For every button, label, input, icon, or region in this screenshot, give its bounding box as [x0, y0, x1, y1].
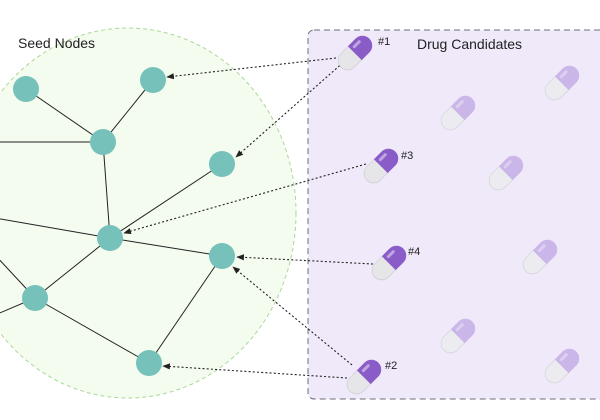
- targeting-arrows: [123, 57, 374, 379]
- capsule-icon: [488, 155, 524, 191]
- network-edges: [0, 79, 223, 364]
- targeting-arrow: [236, 254, 374, 265]
- network-nodes: [13, 67, 235, 376]
- seed-node: [97, 225, 123, 251]
- capsule-icon: [544, 65, 580, 101]
- seed-node: [209, 151, 235, 177]
- capsule-icon: [337, 35, 373, 71]
- network-edge: [0, 218, 111, 239]
- capsule-icon: [346, 359, 382, 395]
- seed-node: [22, 285, 48, 311]
- network-edge: [109, 237, 223, 257]
- seed-node: [90, 129, 116, 155]
- targeting-arrow: [232, 266, 353, 366]
- seed-node: [13, 76, 39, 102]
- capsule-icon: [363, 148, 399, 184]
- capsule-icon: [522, 239, 558, 275]
- targeting-arrow: [162, 363, 348, 379]
- network-edge: [109, 163, 223, 239]
- network-edge: [34, 237, 111, 299]
- candidate-pills: [337, 35, 580, 395]
- seed-node: [136, 350, 162, 376]
- targeting-arrow: [235, 59, 347, 158]
- seed-node: [140, 67, 166, 93]
- network-edge: [25, 88, 104, 143]
- seed-node: [209, 243, 235, 269]
- capsule-icon: [440, 318, 476, 354]
- network-edge: [34, 297, 150, 364]
- network-edge: [102, 141, 111, 239]
- targeting-arrow: [166, 57, 337, 80]
- candidate-panel: [307, 29, 600, 400]
- network-edge: [102, 79, 154, 143]
- capsule-icon: [544, 348, 580, 384]
- network-edge: [148, 255, 223, 364]
- capsule-icon: [371, 245, 407, 281]
- capsule-icon: [440, 95, 476, 131]
